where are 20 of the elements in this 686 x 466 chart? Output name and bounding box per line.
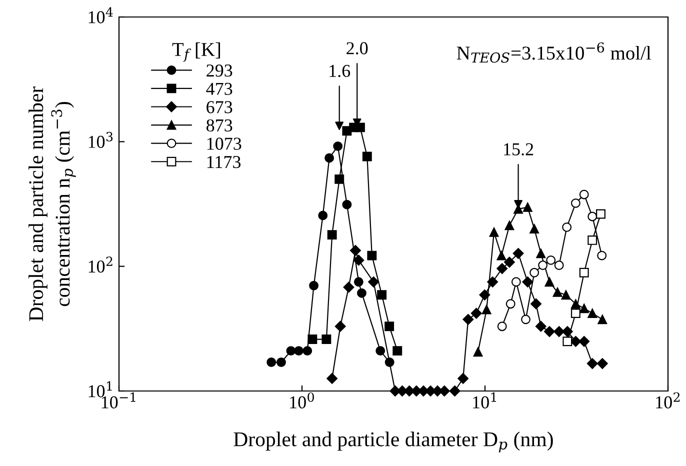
x-tick-label: 10$^{0}$	[290, 392, 314, 408]
legend-label: 293	[206, 64, 232, 77]
x-tick-label: 10$^{1}$	[473, 392, 496, 408]
legend-label: 473	[206, 82, 232, 95]
y-tick-label: 10$^{2}$	[88, 256, 112, 273]
annotation: 15.2	[504, 143, 534, 156]
y-tick-label: 10$^{3}$	[88, 132, 113, 148]
annotation: 1.6	[330, 64, 350, 78]
annotation: N$_{TEOS}$=3.15x10$^{−6}$ mol/l	[456, 42, 651, 63]
y-axis-title: Droplet and particle number concentration n$_{p}$ (cm$^{−3}$)	[28, 86, 76, 322]
annotation: 2.0	[346, 42, 368, 54]
y-tick-label: 10$^{4}$	[88, 7, 113, 24]
legend-title: T$_{f}$ [K]	[172, 42, 220, 62]
legend-label: 1173	[207, 156, 241, 168]
x-axis-title: Droplet and particle diameter D$_{p}$ (nm)	[234, 432, 553, 452]
legend-label: 673	[206, 101, 232, 114]
legend-label: 1073	[207, 138, 242, 150]
x-tick-label: 10$^{2}$	[656, 392, 680, 408]
y-tick-label: 10$^{1}$	[88, 381, 112, 398]
legend-label: 873	[206, 119, 232, 132]
